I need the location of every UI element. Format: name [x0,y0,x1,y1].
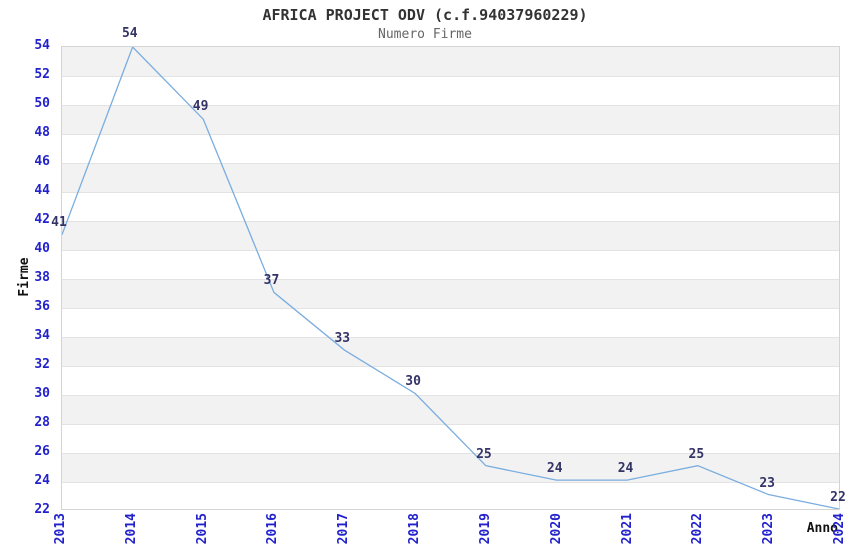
y-tick-label: 26 [34,444,50,459]
gridline [62,221,839,222]
gridline [62,134,839,135]
data-point-label: 24 [546,461,563,476]
x-axis-label: Anno [806,521,838,536]
plot-band [62,221,839,250]
plot-band [62,47,839,76]
y-tick-label: 46 [34,154,50,169]
y-tick-label: 34 [34,328,50,343]
data-point-label: 54 [121,26,138,41]
plot-area [61,46,840,510]
gridline [62,395,839,396]
chart-subtitle: Numero Firme [378,27,472,42]
data-point-label: 41 [51,214,67,230]
gridline [62,424,839,425]
x-tick-label: 2013 [53,513,68,545]
y-tick-label: 38 [34,270,50,285]
y-tick-label: 36 [34,299,50,314]
gridline [62,337,839,338]
plot-band [62,337,839,366]
plot-band [62,105,839,134]
data-point-label: 25 [688,446,705,462]
x-tick-label: 2018 [407,513,423,545]
y-tick-label: 54 [34,38,50,53]
gridline [62,105,839,106]
gridline [62,308,839,309]
y-tick-label: 40 [34,241,50,256]
data-point-label: 23 [759,475,775,491]
data-point-label: 49 [192,98,209,114]
gridline [62,453,839,454]
data-point-label: 24 [617,461,634,476]
data-point-label: 30 [405,374,421,389]
x-tick-label: 2024 [832,513,847,545]
x-tick-label: 2016 [265,513,281,545]
x-tick-label: 2015 [194,513,210,545]
gridline [62,192,839,193]
y-tick-label: 32 [34,357,50,372]
x-tick-label: 2014 [123,513,139,545]
plot-band [62,279,839,308]
gridline [62,76,839,77]
x-tick-label: 2020 [548,513,564,545]
y-tick-label: 30 [34,386,50,401]
y-tick-label: 22 [34,502,50,517]
data-point-label: 37 [263,272,280,288]
y-tick-label: 44 [34,183,50,198]
plot-band [62,163,839,192]
data-point-label: 22 [830,490,846,505]
plot-band [62,395,839,424]
chart-title: AFRICA PROJECT ODV (c.f.94037960229) [262,6,588,24]
y-tick-label: 50 [34,96,50,111]
y-tick-label: 48 [34,125,50,140]
x-tick-label: 2023 [761,513,777,545]
y-tick-label: 42 [34,212,50,227]
gridline [62,163,839,164]
plot-band [62,453,839,482]
data-point-label: 25 [476,446,492,462]
series-line-layer [62,47,839,509]
gridline [62,366,839,367]
x-tick-label: 2019 [477,513,493,545]
gridline [62,250,839,251]
y-tick-label: 24 [34,473,50,488]
x-tick-label: 2017 [336,513,352,545]
y-tick-label: 28 [34,415,50,430]
x-tick-label: 2022 [690,513,706,545]
data-point-label: 33 [334,330,351,346]
gridline [62,279,839,280]
y-tick-label: 52 [34,67,50,82]
x-tick-label: 2021 [619,513,635,545]
gridline [62,482,839,483]
series-line [62,47,839,509]
